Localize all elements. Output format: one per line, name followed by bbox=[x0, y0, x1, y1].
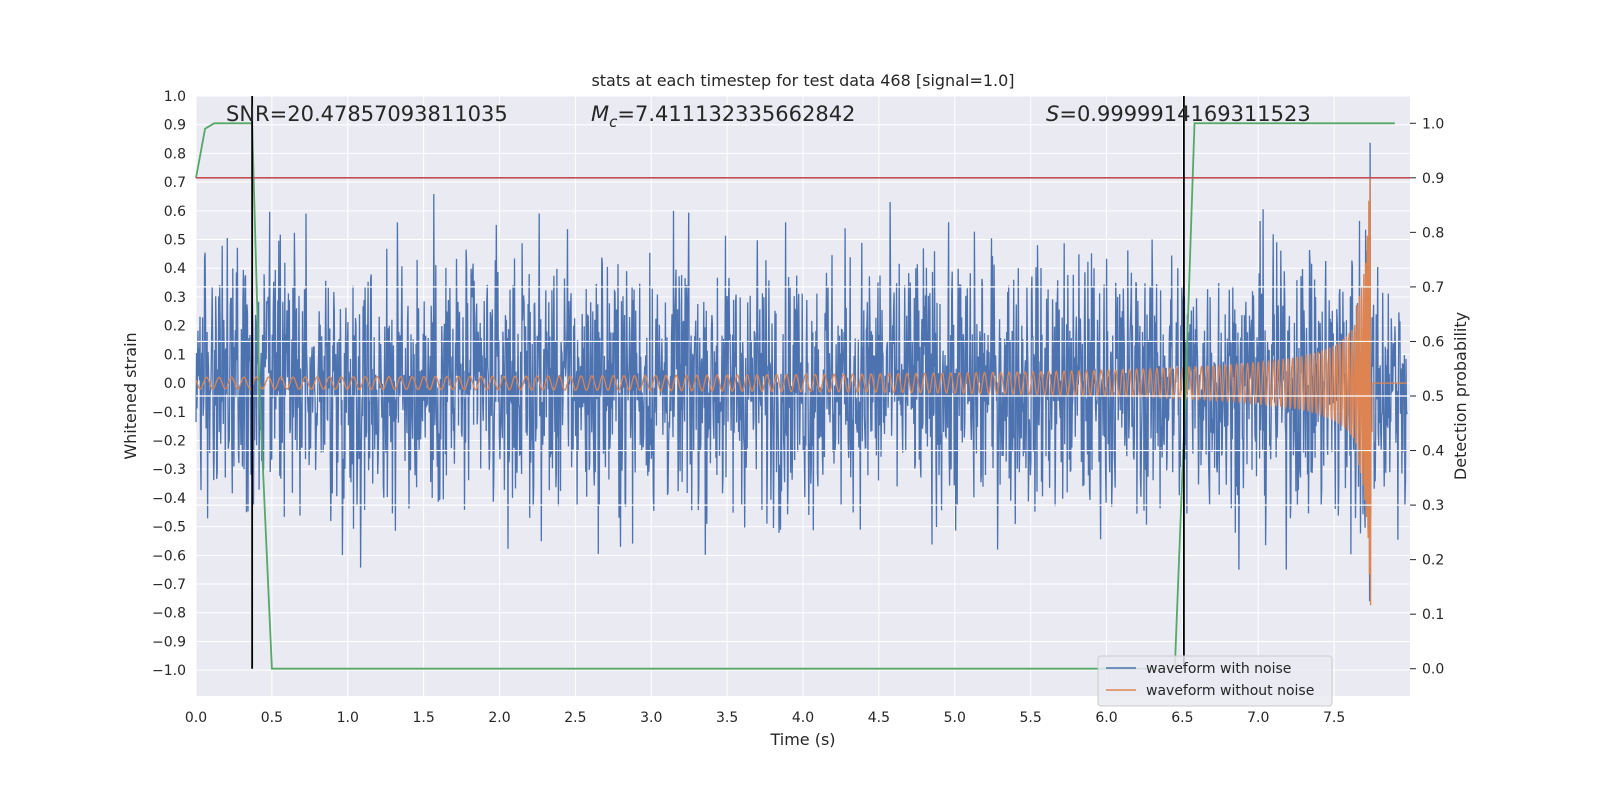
x-tick-label: 4.0 bbox=[792, 710, 814, 726]
x-tick-label: 7.0 bbox=[1247, 710, 1269, 726]
x-tick-label: 3.0 bbox=[640, 710, 662, 726]
y-tick-label: −0.6 bbox=[152, 548, 186, 564]
x-tick-label: 6.5 bbox=[1171, 710, 1193, 726]
mc-value: =7.411132335662842 bbox=[617, 102, 855, 126]
legend-label-noise: waveform with noise bbox=[1146, 661, 1291, 677]
y-tick-label: 0.5 bbox=[164, 233, 186, 249]
vertical-markers bbox=[251, 96, 1185, 669]
y-tick-labels: 1.0 0.9 0.8 0.7 0.6 0.5 0.4 0.3 0.2 0.1 0.0 −0.1 −0.… bbox=[152, 89, 186, 679]
y-axis-label: Whitened strain bbox=[121, 332, 140, 459]
x-tick-label: 0.5 bbox=[261, 710, 283, 726]
snr-annotation: SNR=20.47857093811035 bbox=[226, 102, 508, 126]
x-tick-label: 5.5 bbox=[1019, 710, 1041, 726]
x-tick-label: 2.0 bbox=[488, 710, 510, 726]
y2-tick-label: 0.3 bbox=[1422, 498, 1444, 514]
chirp-mass-annotation: Mc=7.411132335662842 bbox=[591, 102, 855, 131]
y-tick-label: −0.2 bbox=[152, 433, 186, 449]
y-tick-label: 0.3 bbox=[164, 290, 186, 306]
x-tick-label: 6.0 bbox=[1095, 710, 1117, 726]
y-tick-label: 0.7 bbox=[164, 175, 186, 191]
probability-series bbox=[195, 122, 1395, 670]
y-tick-label: −0.4 bbox=[152, 491, 186, 507]
x-tick-label: 4.5 bbox=[868, 710, 890, 726]
y-tick-label: 1.0 bbox=[164, 89, 186, 105]
y2-tick-label: 0.9 bbox=[1422, 171, 1444, 187]
y-tick-label: 0.4 bbox=[164, 261, 186, 277]
y2-tick-label: 0.2 bbox=[1422, 553, 1444, 569]
legend-label-clean: waveform without noise bbox=[1146, 683, 1314, 699]
noise-series bbox=[195, 142, 1408, 602]
s-value: =0.9999914169311523 bbox=[1059, 102, 1310, 126]
series-waveform-with-noise bbox=[195, 142, 1408, 602]
y-tick-label: −0.9 bbox=[152, 634, 186, 650]
y-tick-label: 0.1 bbox=[164, 347, 186, 363]
y-tick-label: −1.0 bbox=[152, 663, 186, 679]
y2-tick-label: 0.5 bbox=[1422, 389, 1444, 405]
y2-tick-label: 1.0 bbox=[1422, 116, 1444, 132]
y-tick-label: −0.5 bbox=[152, 520, 186, 536]
y-tick-label: −0.1 bbox=[152, 405, 186, 421]
series-waveform-without-noise bbox=[195, 177, 1407, 606]
x-tick-label: 7.5 bbox=[1323, 710, 1345, 726]
x-tick-label: 3.5 bbox=[716, 710, 738, 726]
score-annotation: S=0.9999914169311523 bbox=[1046, 102, 1311, 126]
y-tick-label: 0.8 bbox=[164, 146, 186, 162]
chart-title: stats at each timestep for test data 468… bbox=[591, 71, 1014, 90]
y2-tick-label: 0.7 bbox=[1422, 280, 1444, 296]
x-tick-labels: 0.0 0.5 1.0 1.5 2.0 2.5 3.0 3.5 4.0 4.5 5.0 5.5 6.0 6… bbox=[185, 710, 1345, 726]
x-tick-label: 0.0 bbox=[185, 710, 207, 726]
y-tick-label: −0.7 bbox=[152, 577, 186, 593]
x-tick-label: 5.0 bbox=[944, 710, 966, 726]
y-tick-label: 0.0 bbox=[164, 376, 186, 392]
y2-tick-label: 0.4 bbox=[1422, 444, 1444, 460]
y2-tick-label: 0.6 bbox=[1422, 334, 1444, 350]
x-tick-label: 1.0 bbox=[337, 710, 359, 726]
y2-tick-label: 0.0 bbox=[1422, 662, 1444, 678]
legend: waveform with noise waveform without noi… bbox=[1097, 655, 1333, 707]
y2-axis-label: Detection probability bbox=[1451, 312, 1470, 480]
y2-tick-labels: 1.0 0.9 0.8 0.7 0.6 0.5 0.4 0.3 0.2 0.1 0.0 bbox=[1410, 116, 1444, 678]
s-symbol: S bbox=[1046, 102, 1059, 126]
mc-subscript: c bbox=[609, 113, 618, 131]
x-tick-label: 1.5 bbox=[412, 710, 434, 726]
legend-box bbox=[1097, 655, 1333, 707]
clean-series bbox=[195, 177, 1407, 606]
y2-tick-label: 0.8 bbox=[1422, 225, 1444, 241]
y-tick-label: 0.9 bbox=[164, 118, 186, 134]
mc-symbol: M bbox=[591, 102, 609, 126]
x-axis-label: Time (s) bbox=[769, 730, 835, 749]
y-tick-label: 0.2 bbox=[164, 319, 186, 335]
x-tick-label: 2.5 bbox=[564, 710, 586, 726]
y2-tick-label: 0.1 bbox=[1422, 607, 1444, 623]
y-tick-label: −0.3 bbox=[152, 462, 186, 478]
series-detection-probability bbox=[195, 122, 1395, 670]
right-axis-gridlines bbox=[196, 286, 1410, 506]
y-tick-label: −0.8 bbox=[152, 606, 186, 622]
y-tick-label: 0.6 bbox=[164, 204, 186, 220]
